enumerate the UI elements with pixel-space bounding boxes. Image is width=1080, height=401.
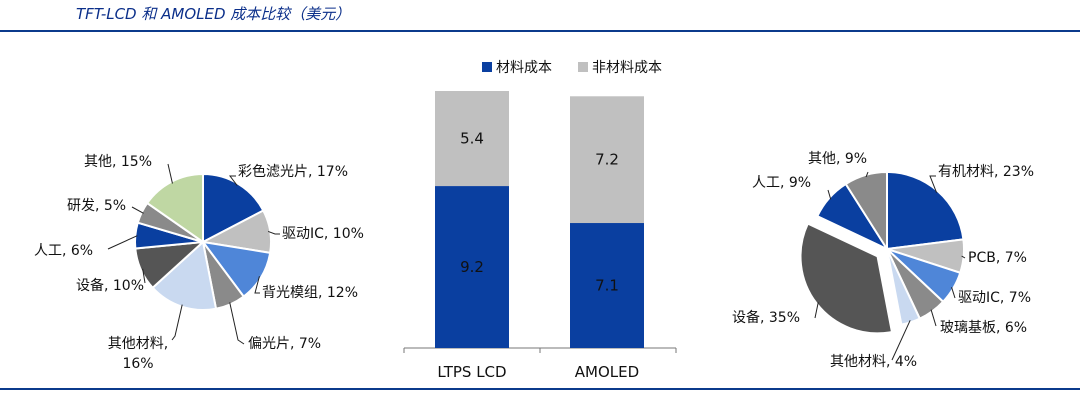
bottom-rule (0, 388, 1080, 390)
legend-label-材料成本: 材料成本 (496, 60, 552, 76)
amoled-pie-slice-其他材料-4 (886, 248, 922, 326)
amoled-pie-label-驱动IC-7: 驱动IC, 7% (958, 290, 1031, 306)
tft-lcd-pie-label-其他材料-16-line0: 其他材料, (108, 336, 168, 352)
tft-lcd-pie-slice-彩色滤光片-17 (202, 172, 265, 244)
tft-lcd-pie-leader-彩色滤光片-17 (228, 175, 238, 186)
bar-LTPS-LCD-材料成本 (435, 186, 509, 348)
bar-AMOLED-非材料成本 (570, 96, 644, 224)
amoled-pie-leader-驱动IC-7 (951, 287, 956, 299)
tft-lcd-pie-leader-背光模组-12 (254, 276, 260, 294)
top-rule (0, 30, 1080, 32)
amoled-pie-label-其他-9: 其他, 9% (808, 151, 867, 167)
amoled-pie-leader-玻璃基板-6 (930, 309, 937, 327)
tft-lcd-pie-label-其他材料-16-line1: 16% (122, 356, 153, 372)
bar-value-LTPS-LCD-材料成本: 9.2 (460, 258, 484, 276)
amoled-pie-leader-人工-9 (827, 189, 832, 200)
amoled-pie-leader-设备-35 (814, 302, 819, 319)
bar-category-LTPS-LCD: LTPS LCD (437, 363, 506, 381)
amoled-pie-leader-其他-9 (865, 171, 869, 178)
tft-lcd-pie-label-背光模组-12: 背光模组, 12% (262, 285, 358, 301)
tft-lcd-pie-leader-其他-15 (167, 163, 173, 184)
tft-lcd-pie-leader-设备-10 (142, 268, 146, 284)
tft-lcd-pie-leader-驱动IC-10 (267, 230, 280, 235)
tft-lcd-pie-label-偏光片-7: 偏光片, 7% (248, 336, 321, 352)
amoled-pie-label-设备-35: 设备, 35% (732, 309, 800, 326)
tft-lcd-pie-leader-其他材料-16 (171, 304, 183, 341)
amoled-pie-label-其他材料-4: 其他材料, 4% (830, 354, 917, 370)
tft-lcd-pie-leader-偏光片-7 (229, 302, 245, 345)
page-title: TFT-LCD 和 AMOLED 成本比较（美元） (76, 5, 351, 23)
bar-AMOLED-材料成本 (570, 223, 644, 348)
tft-lcd-pie-label-设备-10: 设备, 10% (76, 277, 144, 294)
legend-swatch-非材料成本 (578, 62, 588, 72)
legend-swatch-材料成本 (482, 62, 492, 72)
tft-lcd-pie-slice-其他-15 (145, 172, 204, 244)
tft-lcd-pie-label-人工-6: 人工, 6% (34, 243, 93, 259)
tft-lcd-pie-label-驱动IC-10: 驱动IC, 10% (282, 226, 364, 242)
legend-label-非材料成本: 非材料成本 (592, 60, 662, 76)
amoled-pie-leader-有机材料-23 (929, 175, 938, 193)
amoled-pie-slice-有机材料-23 (886, 170, 965, 251)
tft-lcd-pie-label-其他-15: 其他, 15% (84, 154, 152, 170)
amoled-pie-label-人工-9: 人工, 9% (752, 175, 811, 191)
amoled-pie-slice-其他-9 (844, 170, 888, 253)
bar-LTPS-LCD-非材料成本 (435, 91, 509, 187)
amoled-pie-leader-PCB-7 (961, 255, 966, 259)
tft-lcd-pie-label-研发-5: 研发, 5% (67, 198, 126, 214)
amoled-pie-label-有机材料-23: 有机材料, 23% (938, 164, 1034, 180)
amoled-pie-label-PCB-7: PCB, 7% (968, 250, 1027, 266)
tft-lcd-pie-label-彩色滤光片-17: 彩色滤光片, 17% (238, 163, 348, 180)
bar-category-AMOLED: AMOLED (575, 363, 639, 381)
bar-value-AMOLED-材料成本: 7.1 (595, 277, 619, 295)
tft-lcd-pie-leader-人工-6 (107, 235, 138, 250)
amoled-pie-leader-其他材料-4 (891, 320, 911, 361)
amoled-pie-label-玻璃基板-6: 玻璃基板, 6% (940, 319, 1027, 336)
bar-value-AMOLED-非材料成本: 7.2 (595, 151, 619, 169)
tft-lcd-pie-leader-研发-5 (131, 206, 144, 214)
bar-value-LTPS-LCD-非材料成本: 5.4 (460, 130, 484, 148)
amoled-pie-slice-设备-35 (799, 222, 894, 335)
